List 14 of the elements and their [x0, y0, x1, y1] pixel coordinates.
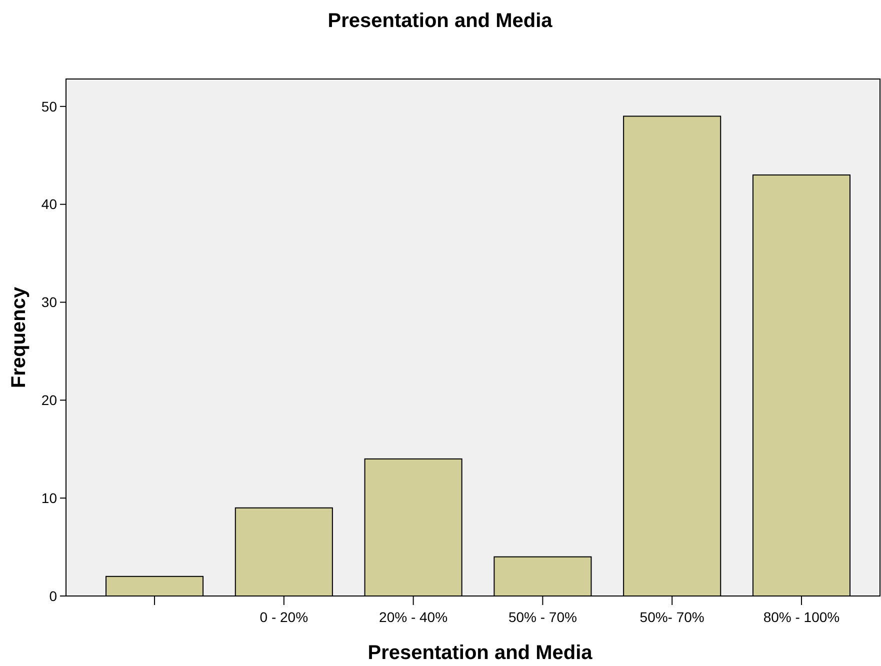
y-tick-label: 30 — [41, 294, 58, 310]
y-tick-label: 0 — [49, 588, 58, 604]
x-tick-label: 50% - 70% — [508, 609, 577, 625]
chart-title: Presentation and Media — [328, 10, 554, 32]
y-tick-label: 10 — [41, 490, 58, 506]
y-tick-label: 20 — [41, 392, 58, 408]
y-tick-label: 50 — [41, 98, 58, 114]
y-axis-title: Frequency — [8, 286, 30, 388]
x-tick-label: 80% - 100% — [763, 609, 840, 625]
x-tick-label: 20% - 40% — [379, 609, 448, 625]
y-tick-label: 40 — [41, 196, 58, 212]
x-tick-label: 50%- 70% — [640, 609, 704, 625]
x-tick-label: 0 - 20% — [260, 609, 308, 625]
x-axis-title: Presentation and Media — [368, 642, 594, 664]
